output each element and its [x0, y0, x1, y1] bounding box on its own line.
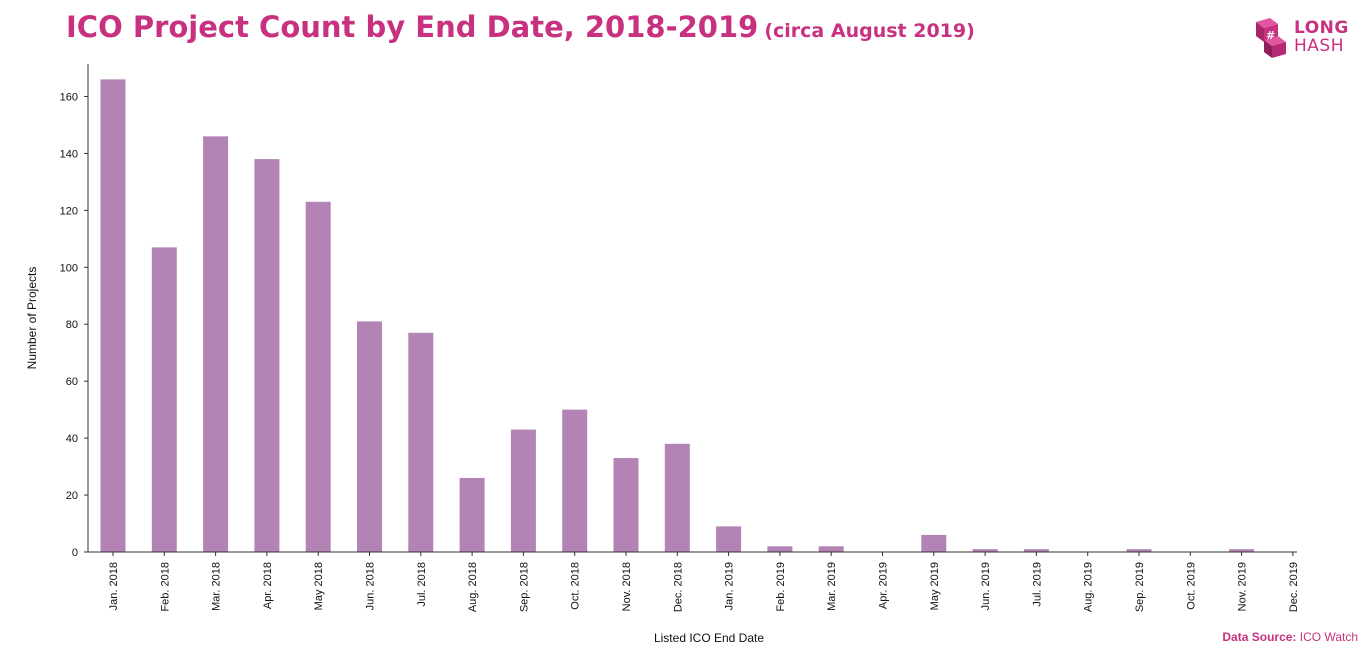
x-tick-label: Dec. 2018 — [672, 562, 684, 612]
bar — [767, 546, 793, 552]
bar — [357, 321, 382, 552]
bar — [562, 409, 588, 552]
x-axis-title: Listed ICO End Date — [654, 631, 764, 645]
logo-word-long: LONG — [1294, 18, 1349, 38]
bar — [203, 136, 229, 552]
data-source: Data Source: ICO Watch — [1222, 630, 1358, 644]
bar — [151, 247, 177, 553]
bar — [664, 443, 690, 552]
y-tick-label: 80 — [66, 319, 78, 331]
x-tick-label: Jun. 2019 — [980, 562, 992, 610]
x-tick-label: Sep. 2018 — [518, 562, 530, 612]
logo-word-hash: HASH — [1294, 36, 1344, 56]
chart-title: ICO Project Count by End Date, 2018-2019… — [66, 10, 975, 44]
x-tick-label: Apr. 2019 — [878, 562, 890, 609]
x-tick-label: Jun. 2018 — [365, 562, 377, 610]
y-tick-label: 140 — [60, 148, 78, 160]
x-tick-label: Jan. 2019 — [724, 562, 736, 610]
x-tick-label: Jul. 2019 — [1031, 562, 1043, 607]
bar — [972, 549, 998, 552]
bar — [1229, 549, 1255, 552]
y-tick-label: 100 — [60, 262, 78, 274]
x-tick-label: Dec. 2019 — [1288, 562, 1300, 612]
x-axis-ticks: Jan. 2018 Feb. 2018 Mar. 2018 Apr. 2018 May … — [108, 552, 1300, 612]
bar — [1126, 549, 1152, 552]
bar — [921, 534, 947, 552]
x-tick-label: Mar. 2018 — [211, 562, 223, 611]
y-tick-label: 160 — [60, 91, 78, 103]
bar — [818, 546, 844, 552]
y-axis-title: Number of Projects — [25, 267, 39, 370]
bar — [510, 429, 536, 552]
bar — [459, 477, 485, 552]
x-tick-label: Jan. 2018 — [108, 562, 120, 610]
x-tick-label: Feb. 2019 — [775, 562, 787, 612]
y-tick-label: 60 — [66, 376, 78, 388]
x-tick-label: Aug. 2019 — [1083, 562, 1095, 612]
x-tick-label: Sep. 2019 — [1134, 562, 1146, 612]
bar — [408, 332, 434, 552]
x-tick-label: Mar. 2019 — [826, 562, 838, 611]
x-tick-label: Oct. 2019 — [1185, 562, 1197, 610]
y-tick-label: 20 — [66, 490, 78, 502]
bar — [305, 201, 331, 552]
x-tick-label: May 2019 — [929, 562, 941, 610]
longhash-logo: # LONG HASH — [1248, 16, 1360, 60]
x-tick-label: Aug. 2018 — [467, 562, 479, 612]
bar — [100, 79, 126, 552]
chart-title-main: ICO Project Count by End Date, 2018-2019 — [66, 10, 759, 44]
y-tick-label: 0 — [72, 547, 78, 559]
x-tick-label: Nov. 2018 — [621, 562, 633, 611]
bars — [100, 79, 1255, 553]
x-tick-label: Jul. 2018 — [416, 562, 428, 607]
bar — [716, 526, 742, 552]
bar — [254, 159, 280, 552]
y-tick-label: 120 — [60, 205, 78, 217]
data-source-label: Data Source: — [1222, 630, 1297, 644]
bar — [613, 458, 639, 552]
x-tick-label: Feb. 2018 — [159, 562, 171, 612]
x-tick-label: Oct. 2018 — [570, 562, 582, 610]
chart-subtitle: (circa August 2019) — [764, 20, 975, 42]
x-tick-label: Nov. 2019 — [1237, 562, 1249, 611]
svg-text:#: # — [1266, 29, 1275, 42]
x-tick-label: May 2018 — [313, 562, 325, 610]
y-tick-label: 40 — [66, 433, 78, 445]
longhash-cube-icon: # — [1256, 18, 1286, 58]
data-source-value: ICO Watch — [1299, 630, 1358, 644]
y-axis-ticks: 0 20 40 60 80 100 120 140 160 — [60, 91, 88, 559]
bar — [1023, 549, 1049, 552]
x-tick-label: Apr. 2018 — [262, 562, 274, 609]
